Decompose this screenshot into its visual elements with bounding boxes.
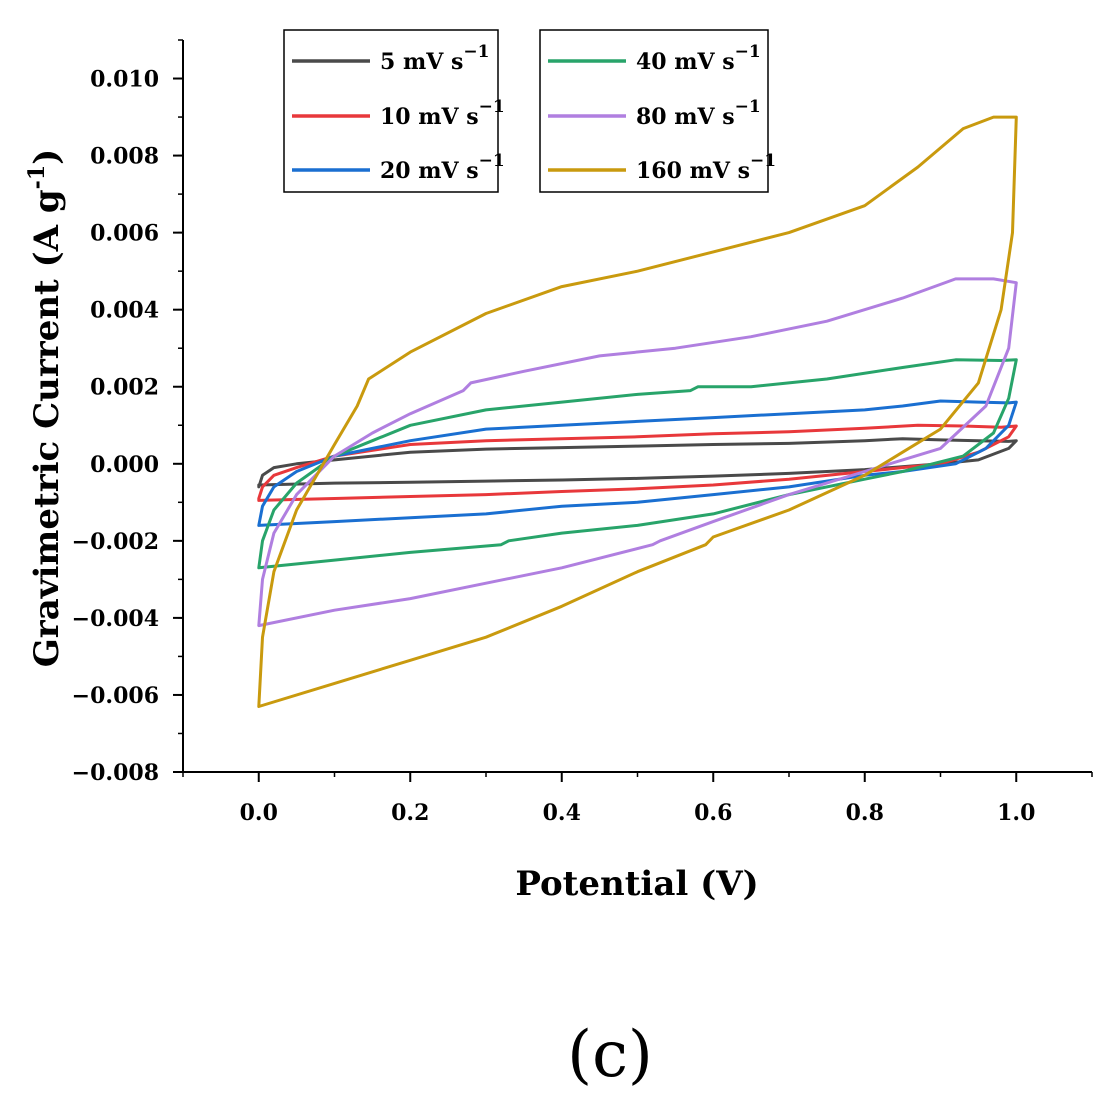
series-line-2 — [257, 399, 1018, 527]
series-line-1 — [257, 423, 1018, 502]
x-tick-label: 0.6 — [694, 800, 732, 826]
legend-box-left — [283, 29, 499, 193]
curves-layer — [257, 115, 1018, 708]
legend-label-0: 5 mV s−1 — [380, 42, 489, 75]
series-line-0 — [257, 437, 1018, 489]
legend-label-2: 20 mV s−1 — [380, 151, 505, 184]
ticks-layer: 0.0 0.2 0.4 0.6 0.8 1.0 −0.008 −0.006 −0.004 −0.0… — [72, 39, 1093, 826]
x-tick-label: 0.8 — [846, 800, 884, 826]
y-tick-label: −0.006 — [72, 683, 159, 709]
y-tick-label: 0.006 — [90, 221, 159, 247]
legend-label-5: 160 mV s−1 — [636, 151, 776, 184]
legend-label-4: 80 mV s−1 — [636, 97, 761, 130]
y-tick-label: −0.004 — [72, 606, 159, 632]
x-tick-label: 0.4 — [543, 800, 581, 826]
series-line-5 — [257, 115, 1018, 708]
y-tick-label: 0.004 — [90, 298, 159, 324]
x-tick-label: 0.0 — [240, 800, 278, 826]
legend: 5 mV s−1 10 mV s−1 20 mV s−1 40 mV s−1 80 mV… — [292, 42, 776, 184]
legend-label-3: 40 mV s−1 — [636, 42, 761, 75]
panel-label: (c) — [567, 1018, 653, 1092]
legend-box-right — [539, 29, 769, 193]
x-axis-title: Potential (V) — [515, 864, 758, 904]
y-tick-label: 0.002 — [90, 375, 159, 401]
legend-label-1: 10 mV s−1 — [380, 97, 505, 130]
y-tick-label: −0.008 — [72, 760, 159, 786]
series-line-3 — [257, 358, 1018, 570]
y-tick-label: 0.000 — [90, 452, 159, 478]
y-tick-label: 0.008 — [90, 144, 159, 170]
x-tick-label: 0.2 — [391, 800, 429, 826]
y-tick-label: 0.010 — [90, 67, 159, 93]
y-axis-title: Gravimetric Current (A g-1) — [24, 149, 67, 667]
y-tick-label: −0.002 — [72, 529, 159, 555]
x-tick-label: 1.0 — [997, 800, 1035, 826]
series-line-4 — [257, 277, 1018, 628]
